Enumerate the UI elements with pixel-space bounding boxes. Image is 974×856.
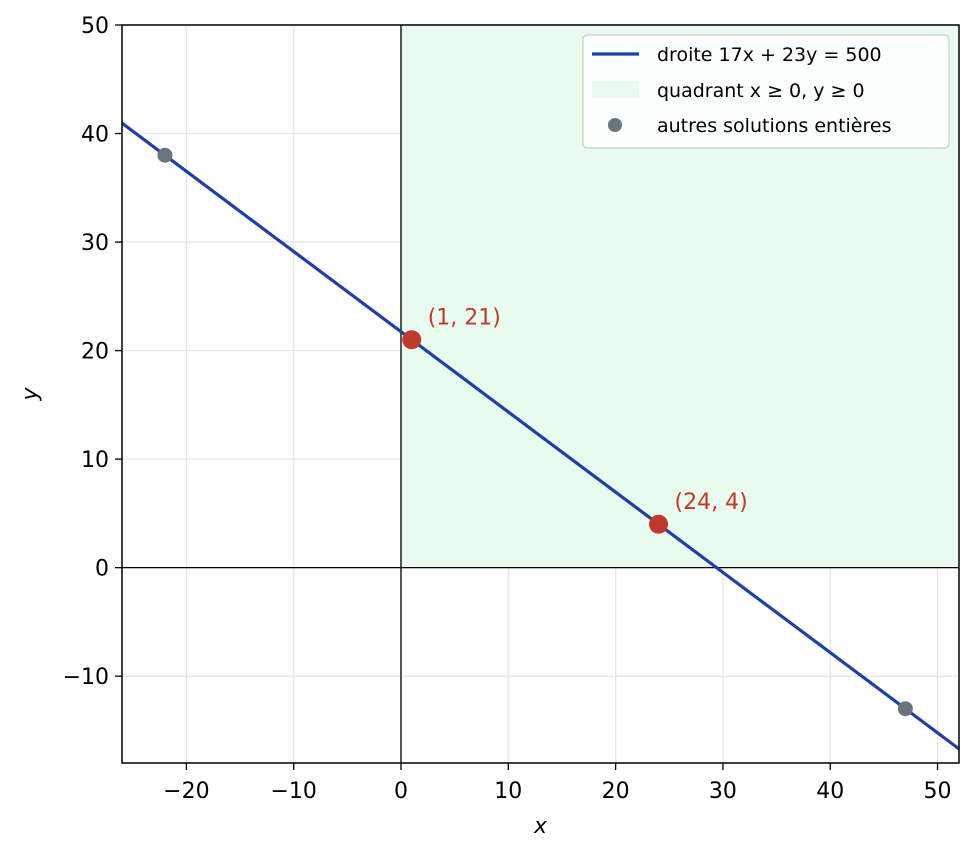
plot-frame: [121, 24, 960, 764]
other-solution-point: [157, 147, 173, 163]
x-tick-label: 50: [924, 779, 952, 804]
x-tick-label: −20: [163, 779, 209, 804]
annotations: (1, 21) (24, 4): [428, 306, 748, 516]
x-tick-label: −10: [270, 779, 316, 804]
x-tick-label: 40: [816, 779, 844, 804]
y-tick-label: 30: [81, 231, 109, 256]
y-tick-label: 50: [81, 14, 109, 39]
legend-quadrant-swatch: [592, 81, 639, 98]
y-tick-label: 40: [81, 123, 109, 148]
y-tick-label: 0: [95, 557, 109, 582]
x-tick-label: 0: [394, 779, 408, 804]
y-tick-label: 20: [81, 340, 109, 365]
legend-box: [582, 34, 950, 149]
x-tick-label: 20: [602, 779, 630, 804]
points: [157, 147, 913, 717]
other-solution-point: [897, 701, 913, 717]
point-annotation: (1, 21): [428, 306, 501, 331]
y-tick-label: 10: [81, 448, 109, 473]
legend-entry-other-solutions: autres solutions entières: [657, 115, 891, 137]
x-axis-label: x: [533, 814, 548, 839]
x-tick-label: 30: [709, 779, 737, 804]
legend-point-swatch: [608, 118, 622, 132]
legend-entry-quadrant: quadrant x ≥ 0, y ≥ 0: [657, 80, 865, 102]
y-axis-label: y: [18, 387, 43, 402]
legend-entry-line: droite 17x + 23y = 500: [657, 44, 882, 66]
ticks: −20 −10 0 10 20 30 40 50 −10 0 10 20 30 40 50: [63, 14, 952, 804]
x-tick-label: 10: [494, 779, 522, 804]
point-annotation: (24, 4): [675, 490, 748, 515]
zero-axes: [122, 25, 959, 763]
legend: droite 17x + 23y = 500 quadrant x ≥ 0, y…: [582, 34, 950, 149]
y-tick-label: −10: [63, 665, 109, 690]
highlighted-solution-point: [649, 514, 669, 534]
highlighted-solution-point: [402, 330, 422, 350]
series-line: [121, 121, 960, 751]
